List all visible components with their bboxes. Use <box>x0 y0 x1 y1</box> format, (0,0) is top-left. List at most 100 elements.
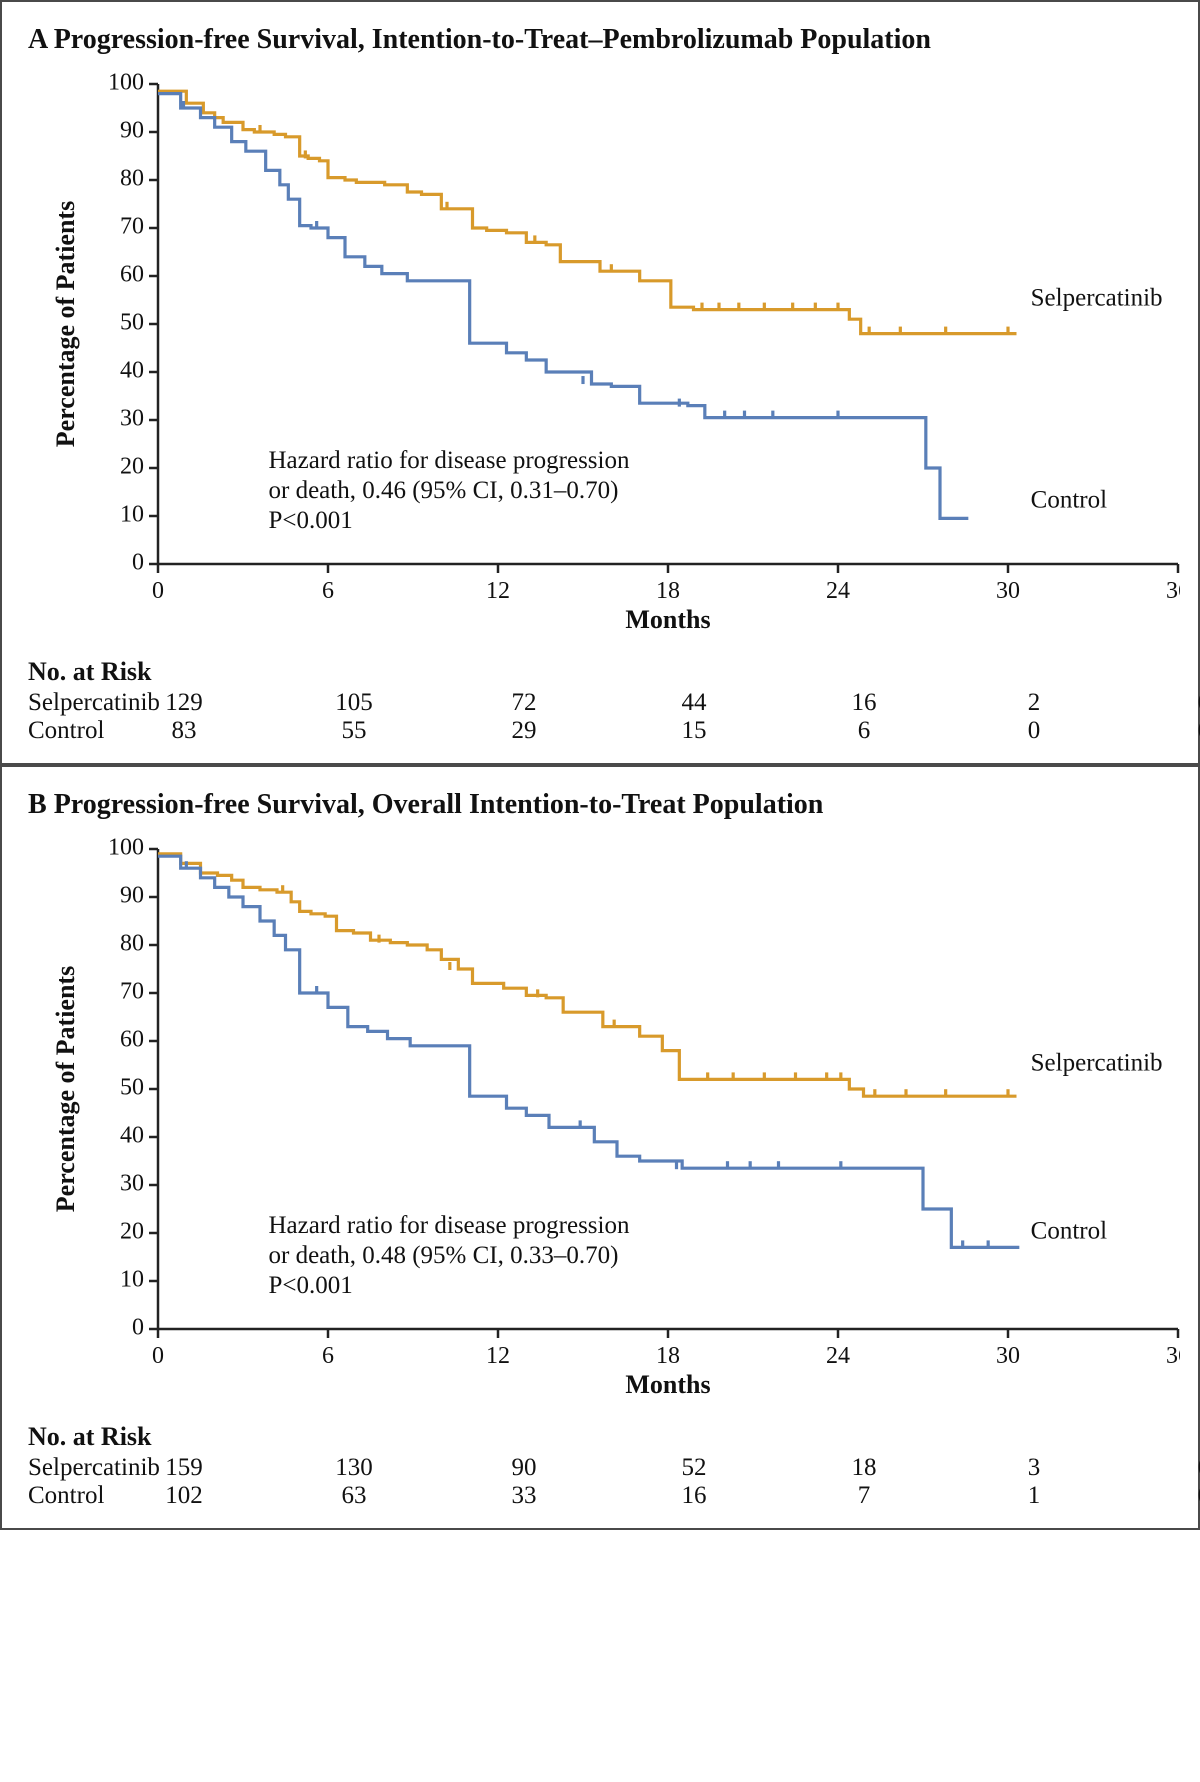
risk-cell: 0 <box>949 717 1119 745</box>
ytick-label: 50 <box>120 310 144 336</box>
risk-cell: 16 <box>609 1482 779 1510</box>
chart-svg: 0 10 20 30 40 50 60 70 80 90 100 0 6 12 18 24 30 36 Percen… <box>28 829 1180 1399</box>
series-label-control: Control <box>1031 486 1107 513</box>
ytick-label: 30 <box>120 1171 144 1197</box>
ytick-label: 100 <box>108 835 144 861</box>
panel-title: B Progression-free Survival, Overall Int… <box>28 789 1172 821</box>
xtick-label: 12 <box>486 1343 510 1369</box>
xtick-label: 36 <box>1166 578 1180 604</box>
ytick-label: 40 <box>120 1123 144 1149</box>
risk-row: Selpercatinib15913090521830 <box>28 1454 1172 1482</box>
hazard-ratio-text: Hazard ratio for disease progression <box>269 447 630 474</box>
risk-cell: 0 <box>1119 1454 1200 1482</box>
xtick-label: 30 <box>996 578 1020 604</box>
risk-cell: 90 <box>439 1454 609 1482</box>
risk-row: Control83552915600 <box>28 717 1172 745</box>
risk-cell: 105 <box>269 689 439 717</box>
risk-cell: 0 <box>1119 689 1200 717</box>
panel-subtitle: Progression-free Survival, Intention-to-… <box>54 24 931 55</box>
xtick-label: 12 <box>486 578 510 604</box>
risk-cell: 33 <box>439 1482 609 1510</box>
hazard-ratio-text: Hazard ratio for disease progression <box>269 1212 630 1239</box>
km-chart: 0102030405060708090100061218243036Percen… <box>28 64 1172 639</box>
series-line-selpercatinib <box>158 854 1017 1096</box>
xtick-label: 24 <box>826 578 850 604</box>
risk-row-label: Control <box>28 717 99 745</box>
ytick-label: 100 <box>108 70 144 96</box>
ytick-label: 50 <box>120 1075 144 1101</box>
hazard-ratio-text: or death, 0.46 (95% CI, 0.31–0.70) <box>269 477 619 504</box>
risk-cell: 0 <box>1119 1482 1200 1510</box>
y-axis-label: Percentage of Patients <box>51 966 80 1212</box>
ytick-label: 60 <box>120 1027 144 1053</box>
ytick-label: 20 <box>120 454 144 480</box>
risk-cell: 63 <box>269 1482 439 1510</box>
panel-title: A Progression-free Survival, Intention-t… <box>28 24 1172 56</box>
p-value-text: P<0.001 <box>269 507 353 534</box>
risk-row: Control102633316710 <box>28 1482 1172 1510</box>
risk-cell: 102 <box>99 1482 269 1510</box>
ytick-label: 10 <box>120 1267 144 1293</box>
panel-subtitle: Progression-free Survival, Overall Inten… <box>54 789 824 820</box>
panel-letter: B <box>28 789 54 820</box>
p-value-text: P<0.001 <box>269 1272 353 1299</box>
risk-cell: 83 <box>99 717 269 745</box>
risk-table-header: No. at Risk <box>28 1422 1172 1452</box>
xtick-label: 30 <box>996 1343 1020 1369</box>
risk-row: Selpercatinib12910572441620 <box>28 689 1172 717</box>
risk-cell: 55 <box>269 717 439 745</box>
risk-values: 83552915600 <box>99 717 1200 745</box>
xtick-label: 6 <box>322 578 334 604</box>
risk-values: 12910572441620 <box>99 689 1200 717</box>
xtick-label: 18 <box>656 578 680 604</box>
risk-cell: 15 <box>609 717 779 745</box>
risk-cell: 6 <box>779 717 949 745</box>
series-line-control <box>158 856 1019 1247</box>
xtick-label: 0 <box>152 1343 164 1369</box>
risk-cell: 1 <box>949 1482 1119 1510</box>
y-axis-label: Percentage of Patients <box>51 201 80 447</box>
risk-cell: 18 <box>779 1454 949 1482</box>
ytick-label: 90 <box>120 883 144 909</box>
risk-table-header: No. at Risk <box>28 657 1172 687</box>
risk-cell: 159 <box>99 1454 269 1482</box>
xtick-label: 0 <box>152 578 164 604</box>
risk-cell: 129 <box>99 689 269 717</box>
risk-table: No. at RiskSelpercatinib12910572441620Co… <box>28 657 1172 745</box>
risk-cell: 2 <box>949 689 1119 717</box>
xtick-label: 36 <box>1166 1343 1180 1369</box>
xtick-label: 18 <box>656 1343 680 1369</box>
xtick-label: 24 <box>826 1343 850 1369</box>
xtick-label: 6 <box>322 1343 334 1369</box>
km-chart: 0102030405060708090100061218243036Percen… <box>28 829 1172 1404</box>
ytick-label: 30 <box>120 406 144 432</box>
series-label-control: Control <box>1031 1218 1107 1245</box>
series-line-selpercatinib <box>158 91 1017 333</box>
risk-cell: 130 <box>269 1454 439 1482</box>
series-label-selpercatinib: Selpercatinib <box>1031 285 1163 312</box>
risk-row-label: Selpercatinib <box>28 1454 99 1482</box>
risk-cell: 0 <box>1119 717 1200 745</box>
ytick-label: 0 <box>132 550 144 576</box>
ytick-label: 80 <box>120 166 144 192</box>
ytick-label: 20 <box>120 1219 144 1245</box>
panel-letter: A <box>28 24 54 55</box>
panel-a: A Progression-free Survival, Intention-t… <box>0 0 1200 765</box>
ytick-label: 60 <box>120 262 144 288</box>
ytick-label: 0 <box>132 1315 144 1341</box>
chart-svg: 0102030405060708090100061218243036Percen… <box>28 64 1180 634</box>
hazard-ratio-text: or death, 0.48 (95% CI, 0.33–0.70) <box>269 1242 619 1269</box>
ytick-label: 70 <box>120 979 144 1005</box>
risk-row-label: Selpercatinib <box>28 689 99 717</box>
risk-cell: 72 <box>439 689 609 717</box>
x-axis-label: Months <box>625 605 710 634</box>
ytick-label: 40 <box>120 358 144 384</box>
risk-cell: 16 <box>779 689 949 717</box>
risk-cell: 52 <box>609 1454 779 1482</box>
risk-row-label: Control <box>28 1482 99 1510</box>
ytick-label: 70 <box>120 214 144 240</box>
risk-values: 15913090521830 <box>99 1454 1200 1482</box>
risk-cell: 29 <box>439 717 609 745</box>
series-label-selpercatinib: Selpercatinib <box>1031 1050 1163 1077</box>
ytick-label: 80 <box>120 931 144 957</box>
